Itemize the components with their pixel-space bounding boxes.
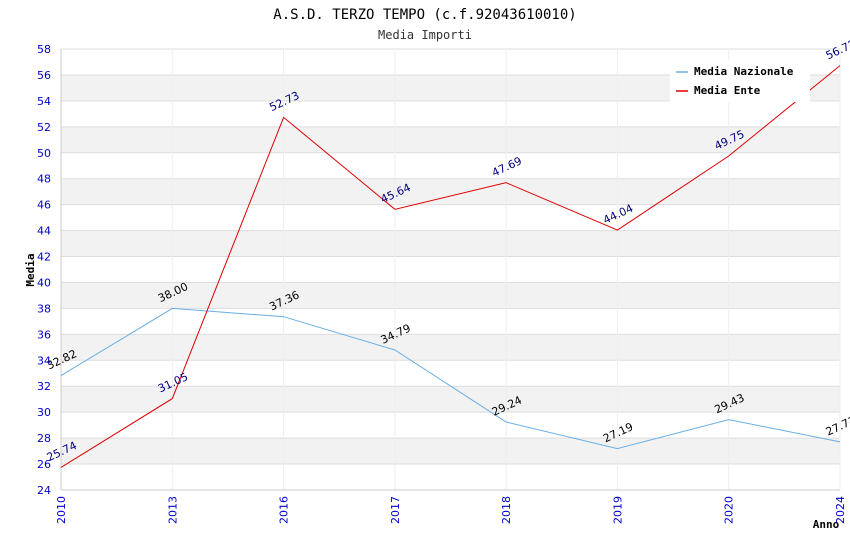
x-tick-label: 2017 [389,496,402,524]
x-axis-label: Anno [813,518,840,531]
y-tick-labels: 24 26 28 30 32 34 36 38 40 42 44 46 48 50 52 54 56 58 [37,43,51,497]
legend-label-media-ente: Media Ente [694,84,761,97]
data-label: 47.69 [490,154,524,179]
grid-band [61,282,840,309]
series-lines [60,65,841,468]
chart-subtitle: Media Importi [378,28,472,42]
y-tick-label: 28 [37,432,51,445]
y-tick-label: 32 [37,380,51,393]
axes [60,49,840,491]
x-tick-label: 2024 [834,496,847,524]
legend-label-media-nazionale: Media Nazionale [694,65,794,78]
y-tick-label: 30 [37,406,51,419]
y-tick-label: 40 [37,276,51,289]
x-tick-label: 2020 [723,496,736,524]
x-tick-label: 2010 [55,496,68,524]
y-tick-label: 46 [37,199,51,212]
grid-bands [61,74,840,465]
data-label: 56.72 [824,37,850,62]
y-tick-label: 56 [37,69,51,82]
grid-band [61,178,840,205]
grid-band [61,386,840,413]
chart-title: A.S.D. TERZO TEMPO (c.f.92043610010) [273,7,576,23]
x-tick-label: 2019 [611,496,624,524]
y-tick-label: 50 [37,147,51,160]
grid-band [61,230,840,257]
grid-band [61,438,840,465]
grid-band [61,126,840,153]
y-tick-label: 52 [37,121,51,134]
x-tick-label: 2016 [278,496,291,524]
y-tick-label: 54 [37,95,51,108]
data-label: 44.04 [601,202,635,227]
y-tick-label: 24 [37,484,51,497]
y-tick-label: 36 [37,328,51,341]
legend: Media Nazionale Media Ente [670,60,810,102]
x-tick-label: 2018 [500,496,513,524]
x-tick-label: 2013 [166,496,179,524]
y-tick-label: 44 [37,225,51,238]
y-tick-label: 48 [37,173,51,186]
grid-band [61,334,840,361]
legend-box [670,60,810,102]
y-axis-label: Media [24,253,37,286]
grid-lines [60,48,841,491]
series-line-media-nazionale [60,307,841,450]
y-tick-label: 26 [37,458,51,471]
y-tick-label: 38 [37,302,51,315]
y-tick-label: 42 [37,251,51,264]
y-tick-label: 58 [37,43,51,56]
data-label: 27.71 [824,414,850,439]
series-line-media-ente [60,65,841,468]
y-tick-label: 34 [37,354,51,367]
x-tick-labels: 2010 2013 2016 2017 2018 2019 2020 2024 [55,496,847,524]
